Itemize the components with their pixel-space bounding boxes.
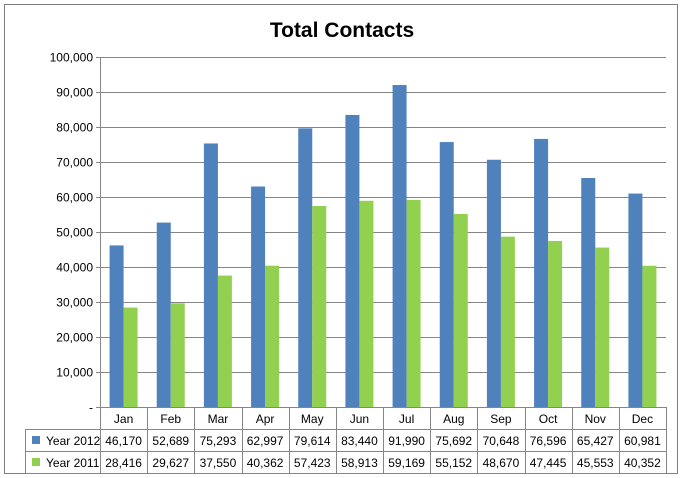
table-value: 83,440	[341, 434, 378, 448]
table-value: 60,981	[624, 434, 661, 448]
bar-year-2011-dec	[642, 265, 657, 407]
table-value: 46,170	[105, 434, 142, 448]
y-tick-label: 10,000	[56, 366, 93, 380]
y-tick-label: 90,000	[56, 86, 93, 100]
chart-svg: - 10,000 20,000 30,000 40,000 50,000 60,000 70,…	[25, 51, 667, 474]
bar-year-2011-jun	[359, 200, 374, 407]
bar-year-2012-may	[298, 128, 313, 407]
x-category-label: Mar	[208, 412, 229, 426]
table-value: 37,550	[200, 456, 237, 470]
table-value: 48,670	[483, 456, 520, 470]
bars	[109, 85, 657, 408]
bar-year-2011-nov	[595, 247, 610, 407]
bar-year-2012-sep	[486, 159, 501, 407]
table-value: 58,913	[341, 456, 378, 470]
bar-year-2012-dec	[628, 193, 643, 407]
table-value: 91,990	[388, 434, 425, 448]
data-table: Jan Feb Mar Apr May Jun Jul Aug Sep Oct Nov Dec Year…	[25, 407, 667, 474]
table-value: 47,445	[530, 456, 567, 470]
chart-frame: Total Contacts - 10,000 20,000 30,000 40,000…	[4, 4, 678, 474]
bar-year-2012-feb	[156, 222, 171, 407]
legend-key-year-2011	[32, 458, 40, 466]
x-category-label: Sep	[490, 412, 512, 426]
bar-year-2012-oct	[534, 138, 549, 407]
table-value: 55,152	[435, 456, 472, 470]
x-category-label: Jun	[350, 412, 369, 426]
y-tick-label: 70,000	[56, 156, 93, 170]
y-axis-ticks: - 10,000 20,000 30,000 40,000 50,000 60,000 70,…	[50, 51, 94, 415]
legend-label: Year 2012	[46, 434, 101, 448]
table-value: 29,627	[152, 456, 189, 470]
x-category-label: Feb	[160, 412, 181, 426]
table-value: 40,352	[624, 456, 661, 470]
table-value: 76,596	[530, 434, 567, 448]
table-value: 70,648	[483, 434, 520, 448]
y-tick-label: 60,000	[56, 191, 93, 205]
bar-year-2011-oct	[548, 240, 563, 407]
bar-year-2012-jan	[109, 245, 124, 407]
bar-year-2011-mar	[217, 275, 232, 407]
table-value: 57,423	[294, 456, 331, 470]
x-category-label: Jul	[399, 412, 414, 426]
bar-year-2011-sep	[500, 236, 515, 407]
gridlines	[96, 57, 666, 408]
x-category-label: Nov	[585, 412, 606, 426]
table-value: 45,553	[577, 456, 614, 470]
y-tick-label: 30,000	[56, 296, 93, 310]
legend-key-year-2012	[32, 436, 40, 444]
y-tick-label: 40,000	[56, 261, 93, 275]
x-category-label: Apr	[256, 412, 275, 426]
bar-year-2012-apr	[251, 186, 266, 407]
bar-year-2012-jul	[392, 85, 407, 407]
bar-year-2011-jan	[123, 307, 138, 407]
bar-year-2011-may	[312, 206, 327, 407]
bar-year-2012-mar	[203, 143, 218, 408]
bar-year-2012-aug	[439, 142, 454, 407]
y-tick-label: 100,000	[50, 51, 94, 65]
y-tick-label: 20,000	[56, 331, 93, 345]
table-value: 40,362	[247, 456, 284, 470]
chart-title: Total Contacts	[269, 19, 415, 42]
bar-year-2012-nov	[581, 178, 596, 407]
table-value: 75,293	[200, 434, 237, 448]
x-category-label: Oct	[539, 412, 558, 426]
table-value: 75,692	[435, 434, 472, 448]
table-value: 52,689	[152, 434, 189, 448]
table-value: 28,416	[105, 456, 142, 470]
table-value: 79,614	[294, 434, 331, 448]
x-category-label: Jan	[114, 412, 133, 426]
bar-year-2011-aug	[453, 213, 468, 407]
y-tick-label: -	[89, 401, 93, 415]
x-category-label: Aug	[443, 412, 464, 426]
y-tick-label: 50,000	[56, 226, 93, 240]
table-value: 59,169	[388, 456, 425, 470]
x-category-label: May	[301, 412, 324, 426]
legend-label: Year 2011	[46, 456, 100, 470]
bar-year-2012-jun	[345, 114, 360, 408]
table-value: 65,427	[577, 434, 614, 448]
x-category-label: Dec	[632, 412, 653, 426]
bar-year-2011-jul	[406, 199, 421, 407]
bar-year-2011-feb	[170, 303, 185, 407]
y-tick-label: 80,000	[56, 121, 93, 135]
table-value: 62,997	[247, 434, 284, 448]
bar-year-2011-apr	[265, 265, 280, 407]
